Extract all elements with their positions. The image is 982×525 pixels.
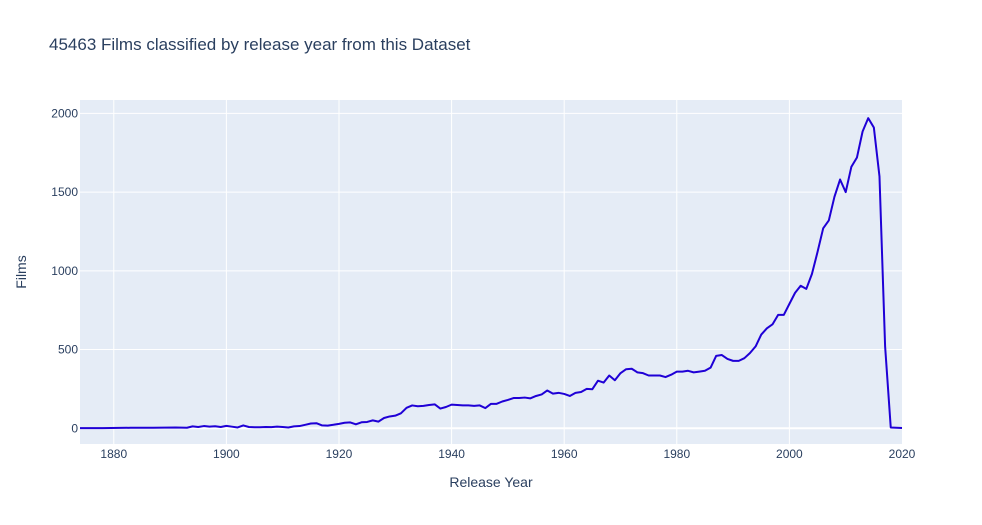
y-axis-title: Films [13,255,29,288]
x-tick-label: 1980 [663,447,690,461]
x-tick-label: 2020 [889,447,916,461]
x-tick-label: 1940 [438,447,465,461]
plot-area [80,100,902,444]
y-axis-ticks: 0 500 1000 1500 2000 [51,106,78,435]
y-tick-label: 2000 [51,106,78,120]
y-tick-label: 500 [58,343,78,357]
chart-title: 45463 Films classified by release year f… [49,35,471,54]
x-tick-label: 1900 [213,447,240,461]
y-tick-label: 0 [71,421,78,435]
gridlines [80,100,902,444]
x-axis-ticks: 1880 1900 1920 1940 1960 1980 2000 2020 [100,447,915,461]
x-tick-label: 2000 [776,447,803,461]
x-tick-label: 1880 [100,447,127,461]
x-tick-label: 1920 [326,447,353,461]
y-tick-label: 1000 [51,264,78,278]
x-axis-title: Release Year [449,474,533,490]
series-line [80,117,903,430]
x-tick-label: 1960 [551,447,578,461]
y-tick-label: 1500 [51,185,78,199]
